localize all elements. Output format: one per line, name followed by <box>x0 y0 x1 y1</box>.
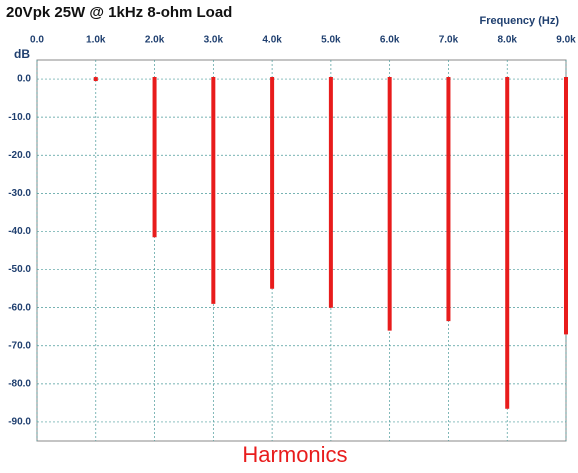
chart-title: 20Vpk 25W @ 1kHz 8-ohm Load <box>6 4 232 21</box>
y-tick-label: -10.0 <box>8 112 31 123</box>
y-tick-label: -60.0 <box>8 302 31 313</box>
x-tick-label: 9.0k <box>556 35 576 46</box>
y-tick-label: -90.0 <box>8 417 31 428</box>
x-tick-label: 2.0k <box>145 35 165 46</box>
y-tick-label: 0.0 <box>17 74 31 85</box>
x-tick-label: 5.0k <box>321 35 341 46</box>
y-tick-label: -80.0 <box>8 378 31 389</box>
x-tick-label: 3.0k <box>204 35 224 46</box>
y-tick-label: -30.0 <box>8 188 31 199</box>
y-tick-label: -70.0 <box>8 340 31 351</box>
x-tick-label: 6.0k <box>380 35 400 46</box>
y-tick-label: -40.0 <box>8 226 31 237</box>
x-tick-label: 0.0 <box>30 35 44 46</box>
y-axis-label: dB <box>14 47 30 61</box>
x-tick-label: 7.0k <box>439 35 459 46</box>
x-axis-label: Frequency (Hz) <box>480 15 560 27</box>
x-tick-label: 1.0k <box>86 35 106 46</box>
y-tick-label: -20.0 <box>8 150 31 161</box>
x-tick-label: 8.0k <box>497 35 517 46</box>
caption: Harmonics <box>242 442 347 467</box>
x-tick-label: 4.0k <box>262 35 282 46</box>
y-tick-label: -50.0 <box>8 264 31 275</box>
